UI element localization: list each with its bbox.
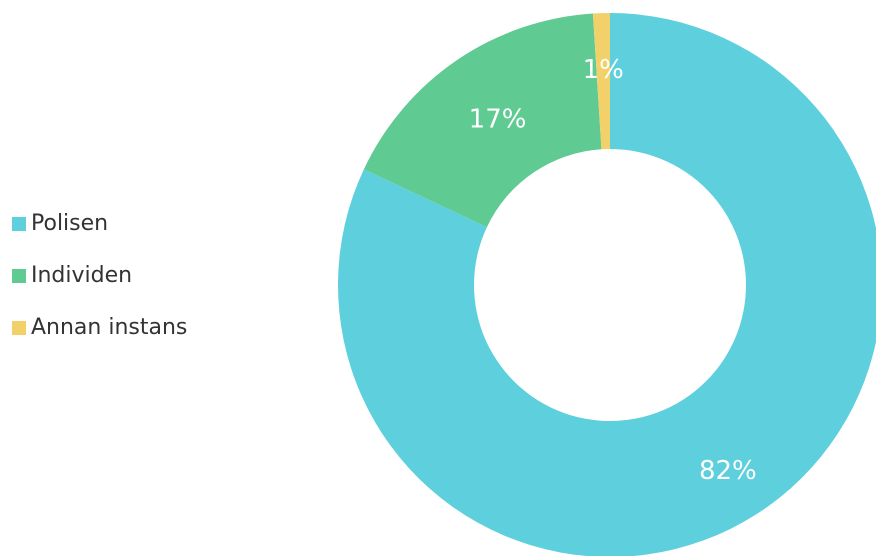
legend-item-polisen[interactable]: Polisen xyxy=(12,211,187,236)
slice-annan-instans[interactable] xyxy=(592,13,610,150)
legend-item-individen[interactable]: Individen xyxy=(12,263,187,288)
donut-slice-labels: 82% 17% 1% xyxy=(469,55,757,486)
slice-label-polisen: 82% xyxy=(699,456,757,486)
slice-label-individen: 17% xyxy=(469,105,527,135)
legend-item-annan-instans[interactable]: Annan instans xyxy=(12,315,187,340)
legend-swatch-annan-instans xyxy=(12,320,26,335)
slice-individen[interactable] xyxy=(363,13,602,228)
slice-polisen[interactable] xyxy=(338,13,876,556)
donut-slices xyxy=(338,13,876,556)
legend-label-individen: Individen xyxy=(31,263,133,288)
slice-label-annan-instans: 1% xyxy=(583,55,624,85)
legend-label-polisen: Polisen xyxy=(31,211,109,236)
legend-label-annan-instans: Annan instans xyxy=(31,315,188,340)
legend-swatch-polisen xyxy=(12,216,26,231)
legend-swatch-individen xyxy=(12,268,26,283)
chart-legend: Polisen Individen Annan instans xyxy=(12,211,187,367)
